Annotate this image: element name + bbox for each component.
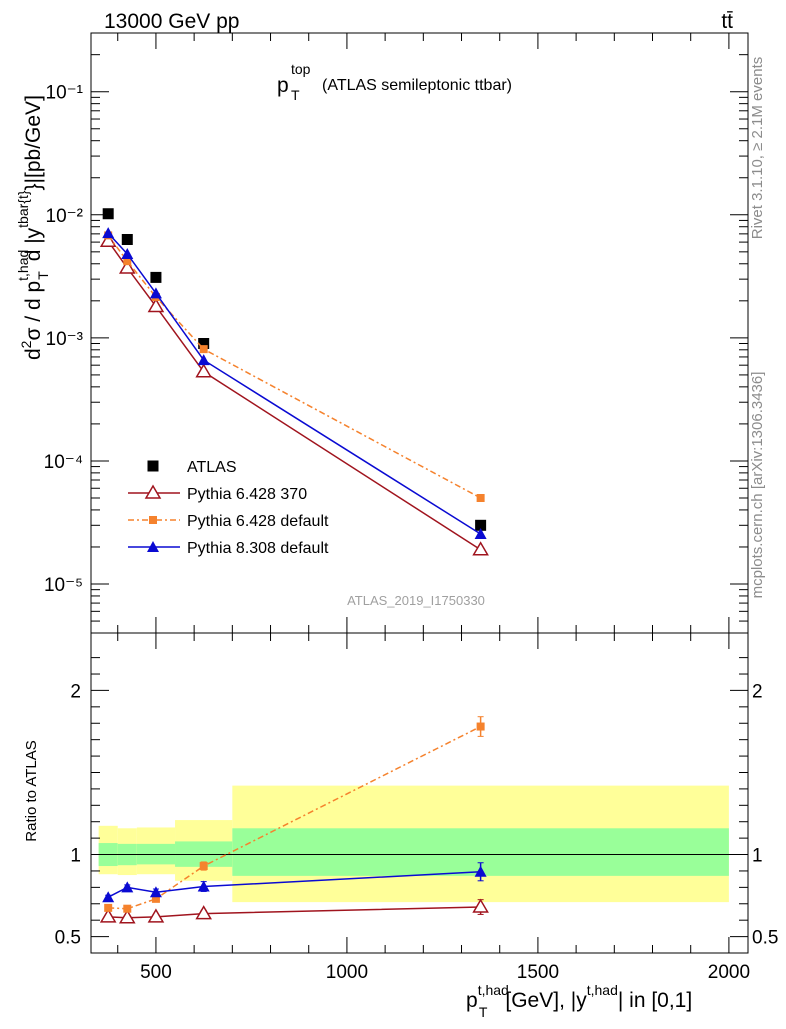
process-label: tt̄ (721, 10, 733, 33)
data-point (102, 227, 115, 239)
ratio-ytick-label-right: 0.5 (752, 928, 778, 949)
ratio-point (121, 881, 134, 893)
data-point (123, 257, 132, 266)
series-line (107, 240, 482, 551)
xtick-label: 2000 (708, 962, 750, 983)
data-point (121, 233, 133, 245)
data-point (195, 363, 212, 378)
ratio-point (123, 904, 132, 913)
data-point (198, 338, 210, 350)
ratio-ytick-label: 2 (70, 681, 81, 702)
main-ytick-label: 10⁻⁵ (44, 575, 83, 596)
series-line (107, 234, 481, 499)
data-point (121, 248, 134, 260)
data-point (475, 519, 487, 531)
data-point (147, 297, 165, 313)
ratio-point (151, 894, 160, 903)
main-ylabel: d2σ / d pt,had T d |ytbar{t}}|[pb/GeV] (15, 95, 51, 360)
data-point (102, 208, 114, 220)
xtick-label: 1500 (517, 962, 559, 983)
xlabel: pt,had T [GeV], |yt,had| in [0,1] (466, 982, 692, 1020)
ratio-bands (98, 785, 729, 903)
title-rest: (ATLAS semileptonic ttbar) (322, 77, 512, 94)
legend-label: Pythia 8.308 default (187, 540, 329, 557)
ratio-ytick-label: 0.5 (55, 928, 81, 949)
legend-marker (147, 460, 159, 472)
ratio-panel-series (99, 716, 489, 924)
legend-marker (147, 541, 159, 552)
legend-label: Pythia 6.428 370 (187, 486, 307, 503)
title-sup: top (291, 61, 311, 77)
ratio-ytick-label-right: 2 (752, 681, 763, 702)
ratio-point (195, 905, 212, 920)
legend: ATLAS Pythia 6.428 370 Pythia 6.428 defaul… (128, 459, 329, 557)
ratio-ytick-label-right: 1 (752, 846, 763, 867)
plot-title: p top T (ATLAS semileptonic ttbar) (277, 61, 512, 103)
ratio-line (108, 725, 481, 910)
main-ytick-label: 10⁻¹ (46, 83, 84, 104)
data-point (476, 493, 485, 502)
xtick-label: 1000 (326, 962, 368, 983)
axes (90, 32, 749, 954)
legend-marker (149, 516, 157, 524)
legend-label: ATLAS (187, 459, 237, 476)
title-sub: T (291, 87, 300, 103)
main-ytick-label: 10⁻⁴ (44, 452, 83, 473)
legend-marker (144, 484, 162, 499)
main-panel-series (99, 208, 489, 556)
ratio-point (102, 891, 115, 903)
ratio-line (108, 906, 481, 919)
data-point (199, 345, 208, 354)
data-point (118, 259, 136, 274)
legend-label: Pythia 6.428 default (187, 513, 329, 530)
analysis-id: ATLAS_2019_I1750330 (347, 593, 485, 608)
ratio-point (472, 898, 489, 913)
ratio-point (147, 908, 165, 923)
data-point (150, 271, 162, 283)
ratio-point (99, 908, 117, 923)
ticks: 10⁻⁵ 10⁻⁴ 10⁻³ 10⁻² 10⁻¹ 0.5 0.5 1 1 2 2 500 1000 150… (44, 33, 778, 983)
data-point (149, 287, 162, 299)
xtick-label: 500 (140, 962, 172, 983)
ratio-frame (90, 632, 749, 954)
ratio-point (474, 865, 487, 877)
ratio-point (104, 903, 113, 912)
energy-label: 13000 GeV pp (104, 10, 239, 33)
ratio-point (199, 862, 208, 871)
main-ytick-label: 10⁻³ (46, 329, 84, 350)
main-ytick-label: 10⁻² (46, 206, 84, 227)
ratio-ytick-label: 1 (70, 846, 81, 867)
ratio-ylabel: Ratio to ATLAS (23, 740, 40, 841)
ratio-point (149, 886, 162, 898)
ratio-point (197, 880, 210, 892)
data-point (474, 527, 487, 539)
data-point (197, 354, 210, 366)
title-p: p (277, 74, 289, 97)
ratio-point (476, 722, 485, 731)
rivet-label: Rivet 3.1.10, ≥ 2.1M events (749, 57, 766, 240)
data-point (472, 541, 489, 556)
mcplots-label: mcplots.cern.ch [arXiv:1306.3436] (749, 372, 766, 599)
ratio-point (118, 909, 136, 924)
